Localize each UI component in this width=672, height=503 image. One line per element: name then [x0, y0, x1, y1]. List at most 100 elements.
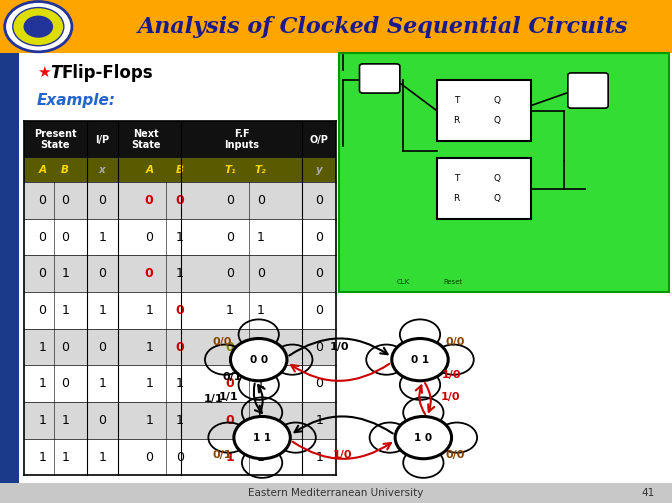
Circle shape: [395, 416, 452, 459]
Text: 1: 1: [257, 230, 265, 243]
Text: F.F
Inputs: F.F Inputs: [224, 129, 259, 150]
Text: ★: ★: [37, 65, 50, 80]
Text: 0: 0: [61, 341, 69, 354]
Circle shape: [5, 2, 72, 52]
Bar: [0, 0, 672, 53]
Text: Next
State: Next State: [132, 129, 161, 150]
Bar: [24, 158, 336, 182]
Circle shape: [230, 339, 287, 381]
Text: Flip-Flops: Flip-Flops: [62, 64, 153, 82]
Text: 0: 0: [145, 451, 153, 463]
Text: T: T: [50, 64, 62, 82]
Text: 1/0: 1/0: [442, 370, 462, 380]
Text: 0: 0: [257, 414, 265, 427]
Text: Q̄: Q̄: [494, 116, 501, 125]
Text: 1: 1: [176, 377, 184, 390]
Text: 1 0: 1 0: [415, 433, 432, 443]
Bar: [24, 219, 336, 256]
Circle shape: [234, 416, 290, 459]
Text: 0: 0: [98, 194, 106, 207]
Text: 1/0: 1/0: [333, 450, 353, 460]
Text: 0/0: 0/0: [212, 337, 231, 347]
Text: R: R: [454, 194, 460, 203]
Bar: [437, 80, 531, 141]
Text: 1: 1: [61, 304, 69, 317]
Bar: [0, 483, 672, 503]
Bar: [24, 329, 336, 365]
Text: 0: 0: [226, 267, 234, 280]
Text: Present
State: Present State: [34, 129, 77, 150]
Text: Q̄: Q̄: [494, 194, 501, 203]
Text: 1: 1: [257, 377, 265, 390]
Bar: [24, 292, 336, 329]
Text: 0: 0: [315, 230, 323, 243]
Text: 1/0: 1/0: [329, 342, 349, 352]
Text: 0: 0: [225, 341, 235, 354]
Text: 1/1: 1/1: [218, 392, 239, 402]
Text: 0: 0: [38, 194, 46, 207]
Text: 0: 0: [61, 194, 69, 207]
FancyBboxPatch shape: [360, 64, 400, 93]
Text: 1 1: 1 1: [253, 433, 271, 443]
Bar: [24, 256, 336, 292]
Text: 1: 1: [226, 304, 234, 317]
Text: 1: 1: [98, 377, 106, 390]
Text: Example:: Example:: [37, 93, 116, 108]
FancyBboxPatch shape: [568, 73, 608, 108]
Text: 0/0: 0/0: [446, 337, 465, 347]
Text: 0: 0: [61, 377, 69, 390]
Text: 0: 0: [315, 377, 323, 390]
Text: 1/0: 1/0: [440, 392, 460, 402]
Text: 1: 1: [61, 267, 69, 280]
Text: 1: 1: [98, 230, 106, 243]
Text: T: T: [454, 96, 459, 105]
Text: B: B: [176, 165, 184, 175]
Bar: [24, 402, 336, 439]
Text: x: x: [99, 165, 106, 175]
Text: 0/1: 0/1: [222, 372, 242, 382]
Text: 1: 1: [61, 451, 69, 463]
Text: 0: 0: [176, 451, 184, 463]
Text: Analysis of Clocked Sequential Circuits: Analysis of Clocked Sequential Circuits: [138, 16, 628, 38]
Text: 1: 1: [38, 451, 46, 463]
Text: 1: 1: [145, 414, 153, 427]
Bar: [24, 365, 336, 402]
Text: 0: 0: [315, 341, 323, 354]
Text: 0: 0: [38, 230, 46, 243]
Bar: [339, 53, 669, 292]
Text: A: A: [145, 165, 153, 175]
Text: 1: 1: [61, 414, 69, 427]
Text: 0/0: 0/0: [446, 450, 465, 460]
Text: 1: 1: [176, 230, 184, 243]
Text: 1: 1: [225, 451, 235, 463]
Text: Q: Q: [494, 174, 501, 183]
Text: 1: 1: [145, 377, 153, 390]
Text: 0: 0: [38, 304, 46, 317]
Text: 41: 41: [642, 488, 655, 498]
Circle shape: [13, 8, 64, 46]
Text: 0: 0: [225, 414, 235, 427]
Text: 0: 0: [175, 194, 185, 207]
Text: 1: 1: [38, 377, 46, 390]
Bar: [437, 158, 531, 219]
Text: 0: 0: [256, 341, 265, 354]
Text: 0: 0: [175, 304, 185, 317]
Text: T₁: T₁: [224, 165, 236, 175]
Text: 1: 1: [257, 304, 265, 317]
Text: A: A: [38, 165, 46, 175]
Text: 0: 0: [175, 341, 185, 354]
Bar: [24, 121, 336, 158]
Text: 1: 1: [98, 304, 106, 317]
Text: 1: 1: [98, 451, 106, 463]
Text: 0: 0: [257, 194, 265, 207]
Text: 0: 0: [226, 230, 234, 243]
Circle shape: [392, 339, 448, 381]
Text: 0: 0: [98, 341, 106, 354]
Text: Eastern Mediterranean University: Eastern Mediterranean University: [249, 488, 423, 498]
Text: 0/1: 0/1: [212, 450, 232, 460]
Text: T: T: [454, 174, 459, 183]
Text: 1: 1: [38, 414, 46, 427]
Text: Reset: Reset: [444, 279, 463, 285]
Text: 1: 1: [145, 304, 153, 317]
Text: 1: 1: [176, 267, 184, 280]
